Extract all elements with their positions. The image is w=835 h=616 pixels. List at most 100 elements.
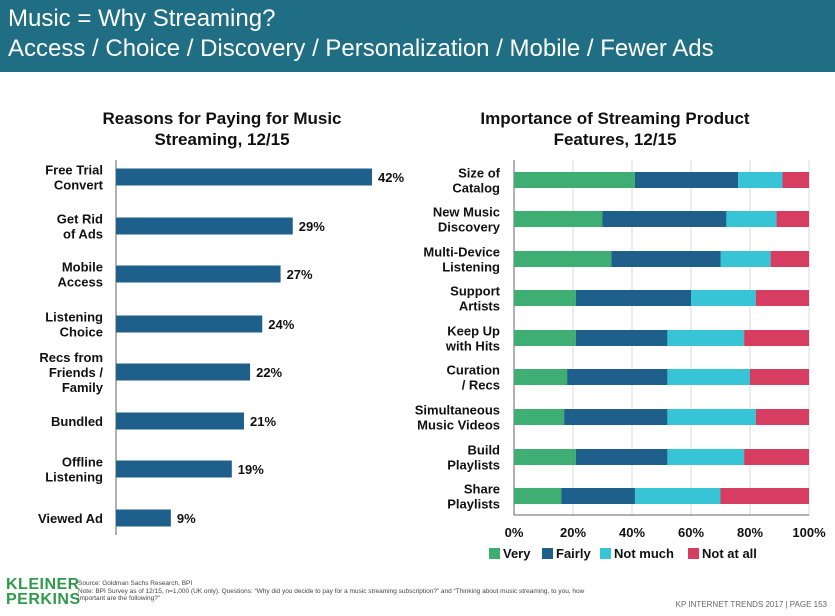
segment-fairly	[575, 330, 668, 346]
right-chart-title: Importance of Streaming Product Features…	[445, 108, 785, 150]
source-text: Source: Goldman Sachs Research, BPI	[78, 580, 193, 587]
segment-not-much	[726, 211, 777, 227]
legend-swatch	[542, 548, 553, 559]
left-chart-title-line: Streaming, 12/15	[154, 130, 290, 149]
data-label: 29%	[299, 219, 325, 234]
category-label: Offline	[62, 455, 103, 470]
category-label: of Ads	[63, 227, 103, 242]
category-label: Curation	[447, 363, 501, 378]
category-label: Listening	[45, 310, 103, 325]
legend-swatch	[600, 548, 611, 559]
page-footer: KP INTERNET TRENDS 2017 | PAGE 153	[675, 600, 827, 609]
footnote: Source: Goldman Sachs Research, BPI Note…	[78, 580, 598, 603]
data-label: 19%	[238, 462, 264, 477]
category-label: Get Rid	[57, 212, 103, 227]
category-label: Access	[57, 275, 103, 290]
category-label: Music Videos	[417, 418, 500, 433]
category-label: Discovery	[438, 220, 501, 235]
legend-swatch	[688, 548, 699, 559]
x-tick-label: 20%	[560, 525, 586, 540]
note-text: Note: BPI Survey as of 12/15, n=1,000 (U…	[78, 587, 585, 603]
category-label: Playlists	[447, 458, 500, 473]
category-label: Artists	[459, 299, 500, 314]
bar	[116, 509, 171, 527]
kleiner-perkins-logo: KLEINER PERKINS	[6, 576, 81, 608]
category-label: Share	[464, 482, 500, 497]
category-label: Keep Up	[447, 324, 500, 339]
left-chart-title: Reasons for Paying for Music Streaming, …	[72, 108, 372, 150]
data-label: 21%	[250, 414, 276, 429]
bar	[116, 412, 244, 430]
logo-line: KLEINER	[6, 576, 80, 593]
segment-very	[514, 211, 603, 227]
category-label: Convert	[54, 178, 104, 193]
slide-header: Music = Why Streaming? Access / Choice /…	[0, 0, 835, 72]
legend-label: Fairly	[556, 546, 591, 561]
logo-line: PERKINS	[6, 591, 81, 608]
x-tick-label: 80%	[737, 525, 763, 540]
segment-not-at-all	[720, 488, 809, 504]
data-label: 24%	[268, 317, 294, 332]
legend-label: Not at all	[702, 546, 757, 561]
bar	[116, 168, 372, 186]
x-tick-label: 100%	[792, 525, 826, 540]
segment-fairly	[575, 449, 668, 465]
segment-fairly	[575, 290, 691, 306]
category-label: Mobile	[62, 260, 103, 275]
segment-fairly	[561, 488, 635, 504]
segment-very	[514, 251, 612, 267]
segment-not-much	[667, 409, 756, 425]
legend-label: Not much	[614, 546, 674, 561]
segment-fairly	[611, 251, 721, 267]
category-label: Size of	[458, 166, 501, 181]
segment-not-at-all	[782, 172, 809, 188]
segment-not-much	[667, 369, 750, 385]
bar	[116, 363, 251, 381]
segment-not-much	[691, 290, 756, 306]
category-label: Free Trial	[45, 163, 103, 178]
legend-label: Very	[503, 546, 531, 561]
segment-very	[514, 488, 562, 504]
bar	[116, 315, 263, 333]
right-chart-title-line: Features, 12/15	[553, 130, 677, 149]
left-chart-title-line: Reasons for Paying for Music	[102, 109, 342, 128]
segment-very	[514, 330, 576, 346]
segment-not-much	[634, 488, 721, 504]
segment-fairly	[602, 211, 727, 227]
data-label: 42%	[378, 170, 404, 185]
segment-not-at-all	[750, 369, 809, 385]
x-tick-label: 60%	[678, 525, 704, 540]
category-label: Simultaneous	[415, 403, 500, 418]
segment-not-much	[667, 330, 745, 346]
segment-very	[514, 290, 576, 306]
slide-subtitle: Access / Choice / Discovery / Personaliz…	[8, 35, 714, 62]
segment-very	[514, 449, 576, 465]
category-label: with Hits	[445, 339, 500, 354]
data-label: 27%	[287, 267, 313, 282]
bar	[116, 460, 232, 478]
segment-not-much	[738, 172, 783, 188]
segment-not-at-all	[744, 449, 809, 465]
category-label: / Recs	[462, 378, 500, 393]
segment-not-at-all	[744, 330, 809, 346]
segment-not-at-all	[755, 409, 809, 425]
category-label: Viewed Ad	[38, 511, 103, 526]
slide-title: Music = Why Streaming?	[8, 5, 276, 32]
segment-not-at-all	[770, 251, 809, 267]
category-label: Bundled	[51, 414, 103, 429]
x-tick-label: 40%	[619, 525, 645, 540]
category-label: Catalog	[452, 181, 500, 196]
right-chart-title-line: Importance of Streaming Product	[480, 109, 750, 128]
segment-not-much	[667, 449, 745, 465]
category-label: Recs from	[39, 350, 103, 365]
x-tick-label: 0%	[505, 525, 524, 540]
category-label: Multi-Device	[423, 245, 500, 260]
category-label: Playlists	[447, 497, 500, 512]
bar	[116, 217, 293, 235]
category-label: Choice	[60, 325, 103, 340]
category-label: Listening	[45, 470, 103, 485]
segment-not-much	[720, 251, 771, 267]
category-label: Family	[62, 380, 104, 395]
segment-not-at-all	[755, 290, 809, 306]
